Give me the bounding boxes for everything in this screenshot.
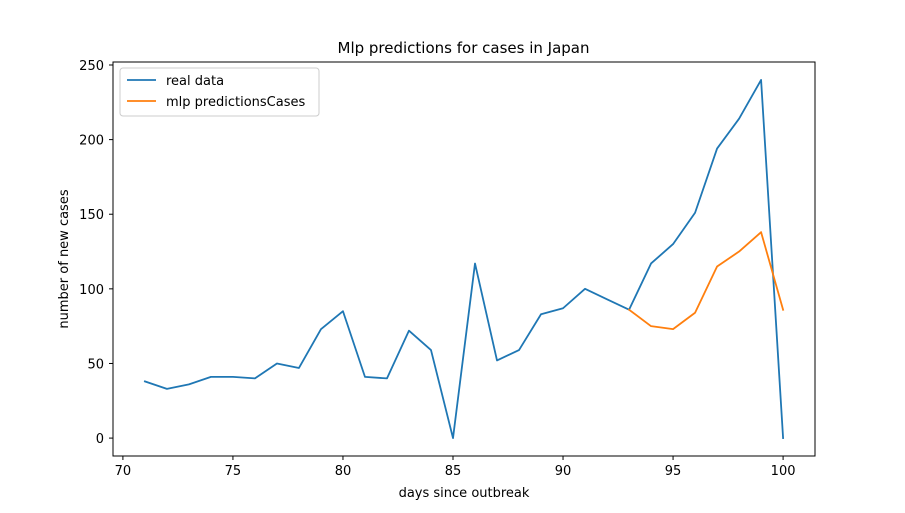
x-tick-label: 100 [771,464,796,479]
axes-frame [112,61,816,457]
plot-area: 70 75 80 85 90 95 100 0 50 100 150 200 250 [79,59,795,479]
series-line-0 [143,79,785,440]
y-tick-label: 250 [79,59,104,74]
legend-label-real-data: real data [166,74,224,89]
y-axis-label: number of new cases [57,189,72,328]
y-tick-label: 50 [87,357,104,372]
x-tick-label: 70 [115,464,132,479]
x-tick-label: 95 [665,464,682,479]
y-tick-label: 150 [79,208,104,223]
y-tick-label: 100 [79,283,104,298]
series-line-1 [627,231,785,331]
y-tick-label: 0 [96,432,104,447]
y-tick-label: 200 [79,134,104,149]
legend-label-mlp-predictions: mlp predictionsCases [166,95,305,110]
legend-box [119,67,320,117]
x-tick-label: 80 [335,464,352,479]
x-axis-label: days since outbreak [399,486,530,501]
x-tick-label: 75 [225,464,242,479]
legend: real data mlp predictionsCases [119,67,320,117]
x-tick-label: 85 [445,464,462,479]
chart-title: Mlp predictions for cases in Japan [338,39,590,57]
x-tick-label: 90 [555,464,572,479]
